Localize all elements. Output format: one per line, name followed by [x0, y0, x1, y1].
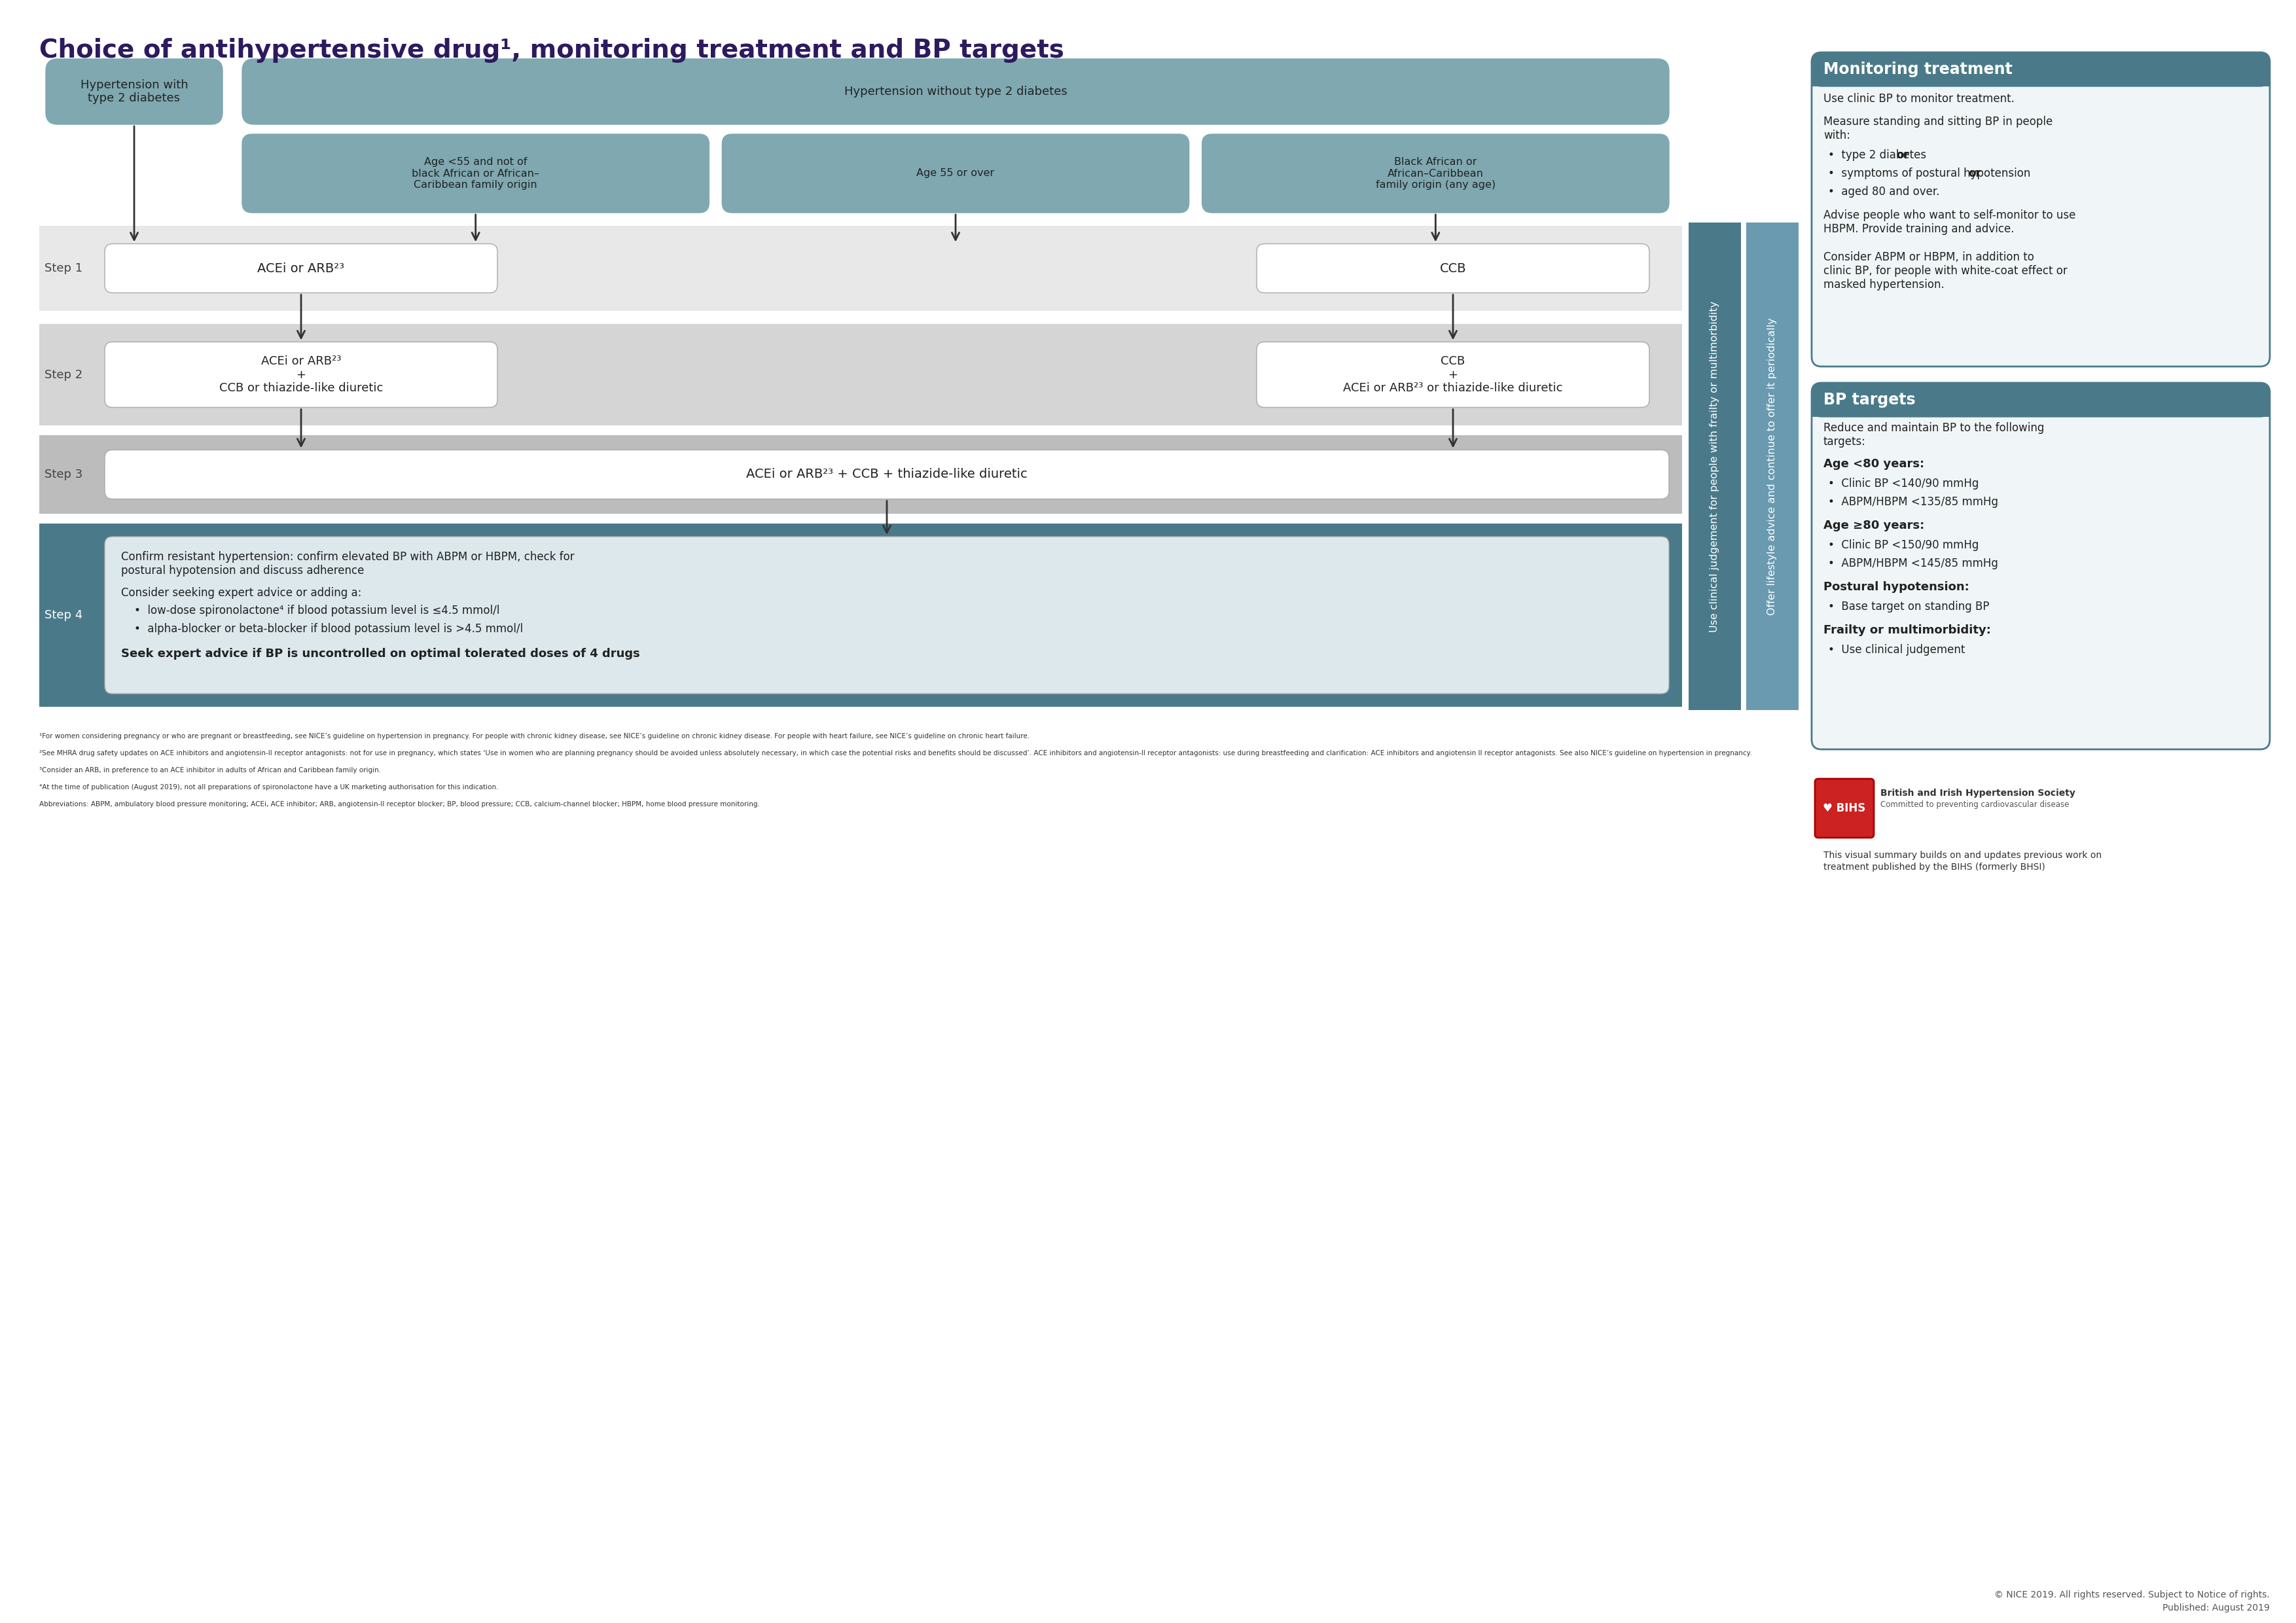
Text: Choice of antihypertensive drug¹, monitoring treatment and BP targets: Choice of antihypertensive drug¹, monito…: [39, 37, 1063, 63]
Text: •  Clinic BP <140/90 mmHg: • Clinic BP <140/90 mmHg: [1828, 477, 1979, 490]
Bar: [1688, 222, 1740, 711]
FancyBboxPatch shape: [106, 450, 1669, 498]
Text: ACEi or ARB²³
+
CCB or thiazide-like diuretic: ACEi or ARB²³ + CCB or thiazide-like diu…: [218, 355, 383, 394]
Bar: [39, 226, 1683, 312]
FancyBboxPatch shape: [1812, 383, 2271, 750]
Text: Frailty or multimorbidity:: Frailty or multimorbidity:: [1823, 625, 1991, 636]
Text: Age ≥80 years:: Age ≥80 years:: [1823, 519, 1924, 531]
FancyBboxPatch shape: [1814, 779, 1874, 837]
Text: Postural hypotension:: Postural hypotension:: [1823, 581, 1970, 592]
Text: Committed to preventing cardiovascular disease: Committed to preventing cardiovascular d…: [1880, 800, 2069, 808]
Text: © NICE 2019. All rights reserved. Subject to Notice of rights.: © NICE 2019. All rights reserved. Subjec…: [1995, 1591, 2271, 1599]
Text: ♥ BIHS: ♥ BIHS: [1823, 802, 1867, 815]
Text: •  alpha-blocker or beta-blocker if blood potassium level is >4.5 mmol/l: • alpha-blocker or beta-blocker if blood…: [133, 623, 523, 635]
Text: ACEi or ARB²³: ACEi or ARB²³: [257, 261, 344, 274]
Text: or: or: [1968, 167, 1981, 179]
Text: Confirm resistant hypertension: confirm elevated BP with ABPM or HBPM, check for: Confirm resistant hypertension: confirm …: [122, 552, 574, 576]
Text: BP targets: BP targets: [1823, 393, 1915, 407]
Text: Age <80 years:: Age <80 years:: [1823, 458, 1924, 471]
Text: ¹For women considering pregnancy or who are pregnant or breastfeeding, see NICE’: ¹For women considering pregnancy or who …: [39, 734, 1029, 740]
FancyBboxPatch shape: [46, 58, 223, 125]
Text: •  Use clinical judgement: • Use clinical judgement: [1828, 644, 1965, 656]
Text: This visual summary builds on and updates previous work on: This visual summary builds on and update…: [1823, 850, 2101, 860]
FancyBboxPatch shape: [1256, 243, 1649, 292]
Text: Hypertension without type 2 diabetes: Hypertension without type 2 diabetes: [845, 86, 1068, 97]
Text: Use clinical judgement for people with frailty or multimorbidity: Use clinical judgement for people with f…: [1711, 300, 1720, 631]
FancyBboxPatch shape: [106, 537, 1669, 693]
Text: Consider seeking expert advice or adding a:: Consider seeking expert advice or adding…: [122, 588, 360, 599]
Text: Abbreviations: ABPM, ambulatory blood pressure monitoring; ACEi, ACE inhibitor; : Abbreviations: ABPM, ambulatory blood pr…: [39, 802, 760, 808]
Text: Consider ABPM or HBPM, in addition to
clinic BP, for people with white-coat effe: Consider ABPM or HBPM, in addition to cl…: [1823, 252, 2066, 291]
Text: Age <55 and not of
black African or African–
Caribbean family origin: Age <55 and not of black African or Afri…: [411, 157, 540, 190]
FancyBboxPatch shape: [1812, 383, 2271, 417]
Text: •  type 2 diabetes: • type 2 diabetes: [1828, 149, 1929, 161]
FancyBboxPatch shape: [106, 243, 498, 292]
Text: •  ABPM/HBPM <145/85 mmHg: • ABPM/HBPM <145/85 mmHg: [1828, 558, 1998, 570]
Text: treatment published by the BIHS (formerly BHSI): treatment published by the BIHS (formerl…: [1823, 862, 2046, 872]
Text: Monitoring treatment: Monitoring treatment: [1823, 62, 2011, 78]
FancyBboxPatch shape: [1203, 135, 1669, 213]
FancyBboxPatch shape: [723, 135, 1189, 213]
Bar: [39, 524, 1683, 706]
Text: Measure standing and sitting BP in people
with:: Measure standing and sitting BP in peopl…: [1823, 115, 2053, 141]
Text: ACEi or ARB²³ + CCB + thiazide-like diuretic: ACEi or ARB²³ + CCB + thiazide-like diur…: [746, 469, 1029, 480]
Text: or: or: [1896, 149, 1908, 161]
Text: Offer lifestyle advice and continue to offer it periodically: Offer lifestyle advice and continue to o…: [1768, 318, 1777, 615]
Text: •  aged 80 and over.: • aged 80 and over.: [1828, 187, 1940, 198]
Text: Black African or
African–Caribbean
family origin (any age): Black African or African–Caribbean famil…: [1375, 157, 1495, 190]
Text: •  low-dose spironolactone⁴ if blood potassium level is ≤4.5 mmol/l: • low-dose spironolactone⁴ if blood pota…: [133, 605, 501, 617]
Bar: [1812, 71, 2271, 86]
Text: •  Clinic BP <150/90 mmHg: • Clinic BP <150/90 mmHg: [1828, 539, 1979, 552]
Text: Published: August 2019: Published: August 2019: [2163, 1604, 2271, 1613]
Text: Age 55 or over: Age 55 or over: [916, 169, 994, 179]
Text: Step 4: Step 4: [44, 609, 83, 622]
Text: Seek expert advice if BP is uncontrolled on optimal tolerated doses of 4 drugs: Seek expert advice if BP is uncontrolled…: [122, 648, 641, 659]
Bar: [39, 325, 1683, 425]
Text: ⁴At the time of publication (August 2019), not all preparations of spironolacton: ⁴At the time of publication (August 2019…: [39, 784, 498, 790]
Text: Use clinic BP to monitor treatment.: Use clinic BP to monitor treatment.: [1823, 93, 2014, 105]
FancyBboxPatch shape: [1256, 342, 1649, 407]
Text: Step 3: Step 3: [44, 469, 83, 480]
Text: •  ABPM/HBPM <135/85 mmHg: • ABPM/HBPM <135/85 mmHg: [1828, 497, 1998, 508]
FancyBboxPatch shape: [106, 342, 498, 407]
Text: ³Consider an ARB, in preference to an ACE inhibitor in adults of African and Car: ³Consider an ARB, in preference to an AC…: [39, 768, 381, 774]
FancyBboxPatch shape: [241, 135, 709, 213]
Text: Hypertension with
type 2 diabetes: Hypertension with type 2 diabetes: [80, 80, 188, 104]
Text: •  symptoms of postural hypotension: • symptoms of postural hypotension: [1828, 167, 2034, 179]
Bar: [39, 435, 1683, 514]
Text: Step 2: Step 2: [44, 368, 83, 380]
FancyBboxPatch shape: [1812, 52, 2271, 367]
Bar: [1747, 222, 1798, 711]
Text: British and Irish Hypertension Society: British and Irish Hypertension Society: [1880, 789, 2076, 799]
Text: Step 1: Step 1: [44, 263, 83, 274]
FancyBboxPatch shape: [241, 58, 1669, 125]
Text: Reduce and maintain BP to the following
targets:: Reduce and maintain BP to the following …: [1823, 422, 2043, 448]
Text: ²See MHRA drug safety updates on ACE inhibitors and angiotensin-II receptor anta: ²See MHRA drug safety updates on ACE inh…: [39, 750, 1752, 756]
Text: •  Base target on standing BP: • Base target on standing BP: [1828, 601, 1988, 612]
FancyBboxPatch shape: [1812, 52, 2271, 86]
Text: Advise people who want to self-monitor to use
HBPM. Provide training and advice.: Advise people who want to self-monitor t…: [1823, 209, 2076, 235]
Bar: [1812, 403, 2271, 417]
Text: CCB
+
ACEi or ARB²³ or thiazide-like diuretic: CCB + ACEi or ARB²³ or thiazide-like diu…: [1343, 355, 1564, 394]
Text: CCB: CCB: [1440, 261, 1467, 274]
